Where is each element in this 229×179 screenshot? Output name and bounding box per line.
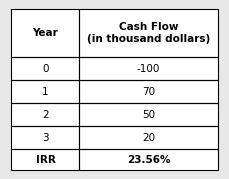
Text: 1: 1 — [42, 87, 49, 97]
Polygon shape — [11, 80, 79, 103]
Text: IRR: IRR — [35, 155, 55, 165]
Text: 70: 70 — [142, 87, 155, 97]
Text: Year: Year — [33, 28, 58, 38]
Text: Cash Flow
(in thousand dollars): Cash Flow (in thousand dollars) — [87, 22, 210, 44]
Text: 3: 3 — [42, 133, 49, 143]
Text: 50: 50 — [142, 110, 155, 120]
Polygon shape — [79, 9, 218, 57]
Text: 0: 0 — [42, 64, 49, 74]
Polygon shape — [79, 80, 218, 103]
Polygon shape — [79, 126, 218, 149]
Polygon shape — [11, 149, 79, 170]
Polygon shape — [11, 126, 79, 149]
Polygon shape — [79, 149, 218, 170]
Text: 23.56%: 23.56% — [127, 155, 170, 165]
Polygon shape — [11, 57, 79, 80]
Polygon shape — [11, 9, 79, 57]
Text: 2: 2 — [42, 110, 49, 120]
Text: 20: 20 — [142, 133, 155, 143]
Polygon shape — [79, 57, 218, 80]
Polygon shape — [79, 103, 218, 126]
Polygon shape — [11, 103, 79, 126]
Text: -100: -100 — [137, 64, 160, 74]
